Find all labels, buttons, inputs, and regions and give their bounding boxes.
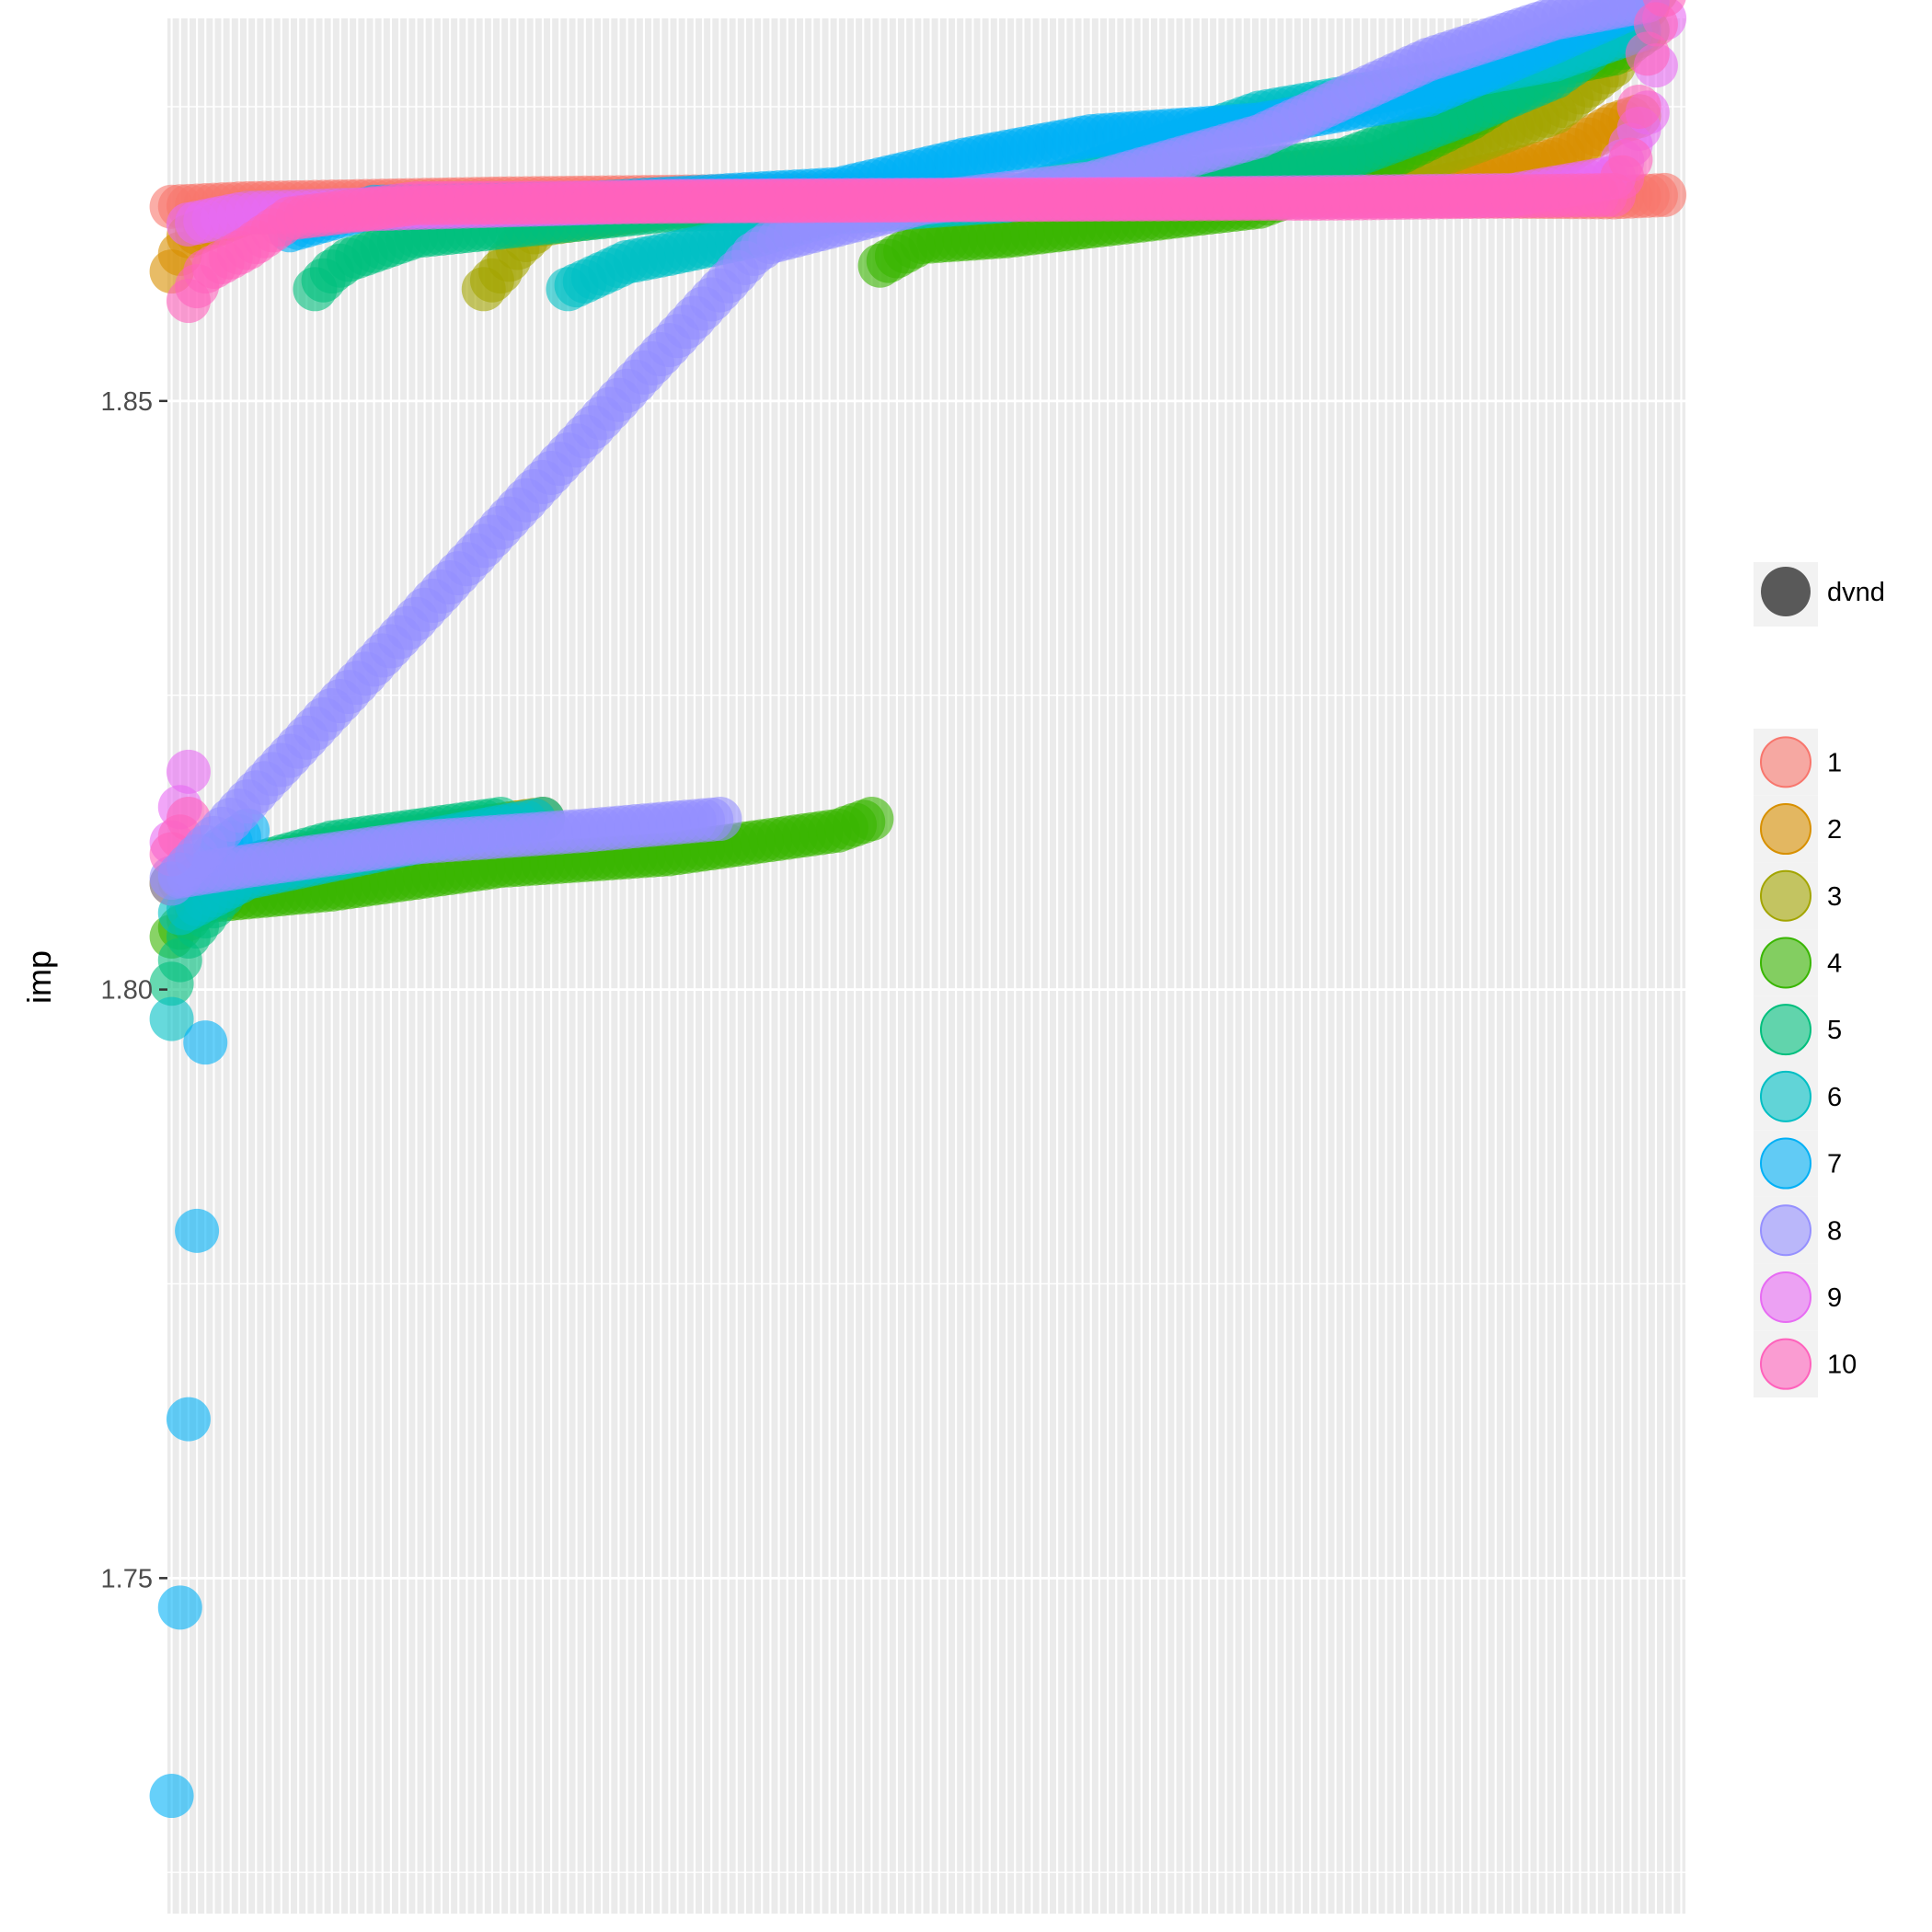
- data-point: [183, 1020, 228, 1065]
- legend-label: 2: [1827, 815, 1842, 845]
- legend-label: 4: [1827, 949, 1842, 978]
- color-legend: 1 2 3 4 5 6 7 8 9 10: [1754, 729, 1857, 1397]
- legend-key: [1760, 1271, 1811, 1323]
- data-points: [149, 0, 1687, 1819]
- y-axis: 1.75 1.80 1.85: [101, 387, 167, 1593]
- legend-key: [1760, 1338, 1811, 1390]
- data-point: [1616, 84, 1662, 129]
- y-tick-label: 1.75: [101, 1564, 153, 1593]
- legend-key: [1760, 1070, 1811, 1122]
- legend-label: 1: [1827, 748, 1842, 777]
- data-point: [149, 996, 194, 1041]
- legend-label: 3: [1827, 882, 1842, 912]
- legend-key: [1760, 1004, 1811, 1056]
- legend-key: [1760, 803, 1811, 856]
- x-gridlines: [170, 18, 1683, 1914]
- legend-key: [1760, 937, 1811, 989]
- data-point: [849, 797, 894, 842]
- data-point: [1642, 172, 1687, 217]
- data-point: [166, 1397, 211, 1442]
- legend: dvnd 1 2 3 4 5 6 7 8 9 10: [1754, 562, 1885, 1397]
- y-gridlines: [167, 106, 1685, 1873]
- y-axis-title: imp: [20, 950, 58, 1004]
- legend-label: 8: [1827, 1216, 1842, 1246]
- legend-label: 6: [1827, 1083, 1842, 1112]
- data-point: [1608, 137, 1653, 182]
- size-legend-label: dvnd: [1827, 578, 1885, 607]
- legend-key: [1760, 1204, 1811, 1257]
- data-point: [157, 1585, 202, 1630]
- size-legend-key: [1761, 567, 1811, 616]
- data-point: [175, 1208, 220, 1253]
- legend-label: 7: [1827, 1150, 1842, 1179]
- legend-key: [1760, 736, 1811, 788]
- y-tick-label: 1.80: [101, 976, 153, 1006]
- data-point: [149, 1774, 194, 1819]
- legend-key: [1760, 1137, 1811, 1190]
- legend-label: 10: [1827, 1351, 1857, 1380]
- legend-label: 5: [1827, 1016, 1842, 1045]
- data-point: [166, 749, 211, 794]
- legend-label: 9: [1827, 1283, 1842, 1313]
- data-point: [1642, 0, 1686, 17]
- plot-panel: [167, 18, 1685, 1914]
- y-tick-label: 1.85: [101, 387, 153, 417]
- legend-key: [1760, 869, 1811, 922]
- data-point: [697, 797, 742, 842]
